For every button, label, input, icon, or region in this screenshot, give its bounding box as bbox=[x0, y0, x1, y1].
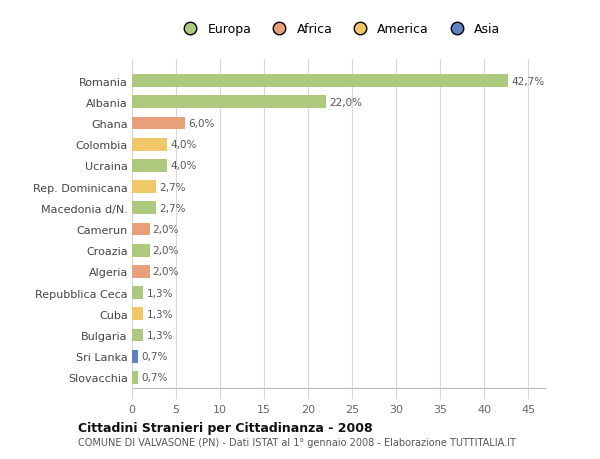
Text: 6,0%: 6,0% bbox=[188, 119, 214, 129]
Bar bbox=[132, 160, 167, 173]
Text: 1,3%: 1,3% bbox=[146, 309, 173, 319]
Bar bbox=[132, 308, 143, 320]
Text: 1,3%: 1,3% bbox=[146, 288, 173, 298]
Text: 22,0%: 22,0% bbox=[329, 98, 362, 107]
Text: 4,0%: 4,0% bbox=[170, 140, 197, 150]
Bar bbox=[132, 96, 326, 109]
Text: 1,3%: 1,3% bbox=[146, 330, 173, 340]
Text: 2,0%: 2,0% bbox=[152, 267, 179, 277]
Bar bbox=[132, 350, 138, 363]
Text: 2,7%: 2,7% bbox=[159, 182, 185, 192]
Text: 4,0%: 4,0% bbox=[170, 161, 197, 171]
Bar bbox=[132, 181, 156, 194]
Text: 2,7%: 2,7% bbox=[159, 203, 185, 213]
Bar bbox=[132, 286, 143, 299]
Text: 42,7%: 42,7% bbox=[511, 77, 544, 86]
Bar bbox=[132, 223, 149, 236]
Bar bbox=[132, 75, 508, 88]
Text: 0,7%: 0,7% bbox=[141, 352, 167, 361]
Text: 2,0%: 2,0% bbox=[152, 246, 179, 256]
Text: COMUNE DI VALVASONE (PN) - Dati ISTAT al 1° gennaio 2008 - Elaborazione TUTTITAL: COMUNE DI VALVASONE (PN) - Dati ISTAT al… bbox=[78, 437, 516, 448]
Bar bbox=[132, 371, 138, 384]
Legend: Europa, Africa, America, Asia: Europa, Africa, America, Asia bbox=[173, 18, 505, 41]
Bar bbox=[132, 244, 149, 257]
Bar bbox=[132, 265, 149, 278]
Bar bbox=[132, 329, 143, 341]
Bar bbox=[132, 139, 167, 151]
Bar bbox=[132, 202, 156, 215]
Text: 0,7%: 0,7% bbox=[141, 373, 167, 382]
Text: 2,0%: 2,0% bbox=[152, 224, 179, 235]
Bar bbox=[132, 118, 185, 130]
Text: Cittadini Stranieri per Cittadinanza - 2008: Cittadini Stranieri per Cittadinanza - 2… bbox=[78, 421, 373, 434]
